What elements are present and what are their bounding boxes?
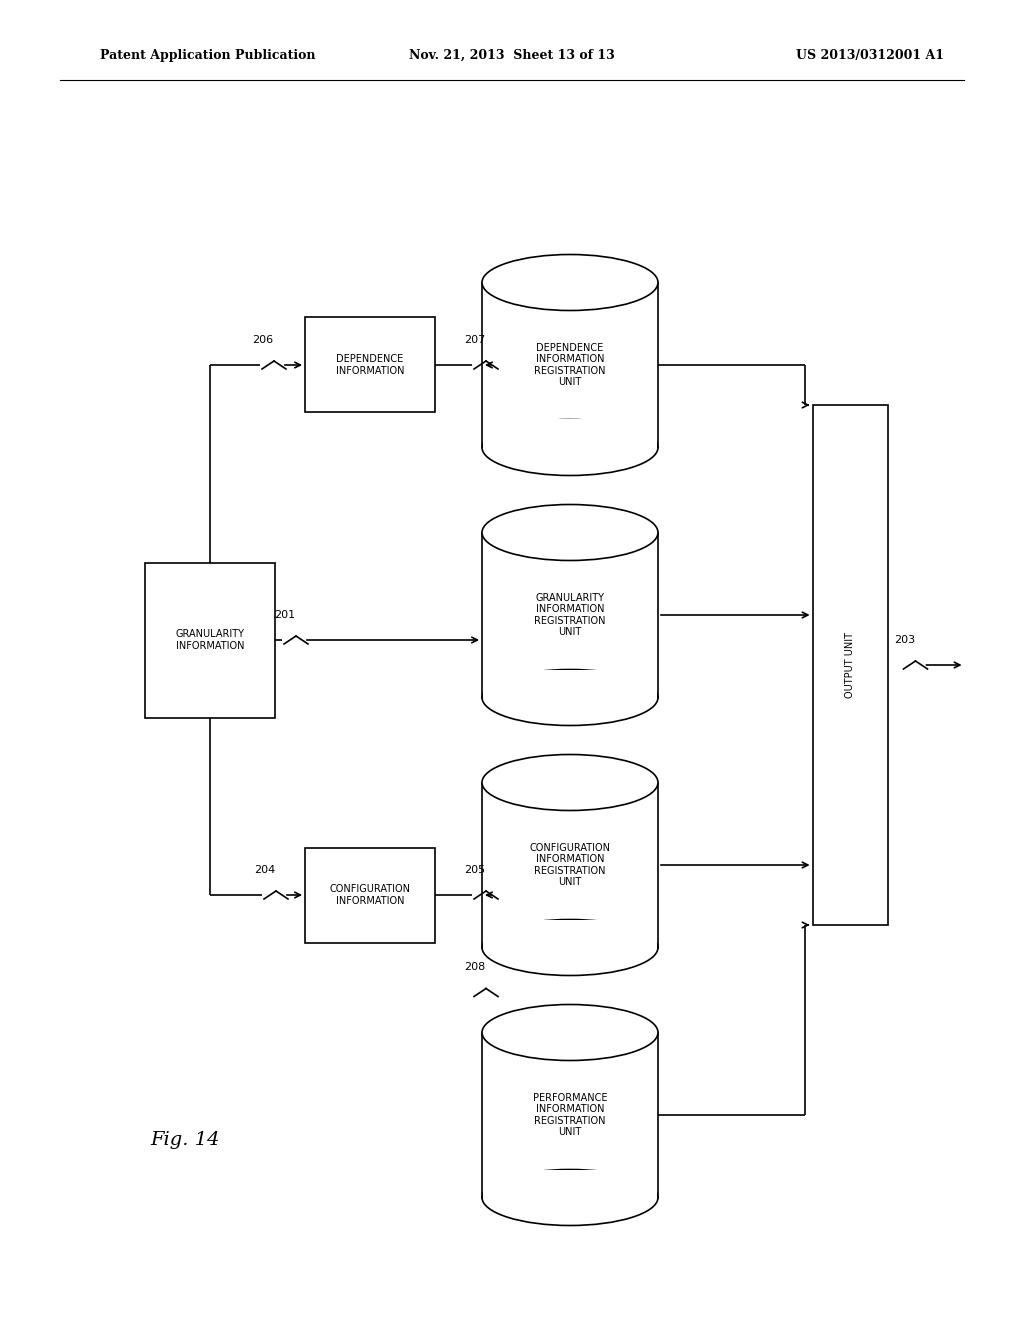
Bar	[482, 282, 658, 447]
Text: PERFORMANCE
INFORMATION
REGISTRATION
UNIT: PERFORMANCE INFORMATION REGISTRATION UNI…	[532, 1093, 607, 1138]
Ellipse shape	[482, 504, 658, 561]
Bar	[145, 562, 275, 718]
Text: GRANULARITY
INFORMATION: GRANULARITY INFORMATION	[175, 630, 245, 651]
Text: 205: 205	[465, 865, 485, 875]
Text: 207: 207	[464, 335, 485, 345]
Text: 201: 201	[274, 610, 296, 620]
Text: 206: 206	[253, 335, 273, 345]
Bar	[483, 1170, 657, 1197]
Text: US 2013/0312001 A1: US 2013/0312001 A1	[796, 49, 944, 62]
Text: Nov. 21, 2013  Sheet 13 of 13: Nov. 21, 2013 Sheet 13 of 13	[410, 49, 614, 62]
Ellipse shape	[482, 1170, 658, 1225]
Text: 208: 208	[464, 962, 485, 973]
Bar	[483, 920, 657, 948]
Ellipse shape	[482, 669, 658, 726]
Text: GRANULARITY
INFORMATION
REGISTRATION
UNIT: GRANULARITY INFORMATION REGISTRATION UNI…	[535, 593, 606, 638]
Bar	[305, 318, 435, 412]
Text: Fig. 14: Fig. 14	[150, 1131, 219, 1148]
Bar	[482, 1032, 658, 1197]
Text: DEPENDENCE
INFORMATION
REGISTRATION
UNIT: DEPENDENCE INFORMATION REGISTRATION UNIT	[535, 343, 606, 387]
Ellipse shape	[482, 920, 658, 975]
Ellipse shape	[482, 1005, 658, 1060]
Bar	[483, 420, 657, 447]
Text: OUTPUT UNIT: OUTPUT UNIT	[845, 632, 855, 698]
Ellipse shape	[482, 755, 658, 810]
Bar	[482, 532, 658, 697]
Bar	[305, 847, 435, 942]
Bar	[482, 783, 658, 948]
Bar	[812, 405, 888, 925]
Text: 203: 203	[894, 635, 915, 645]
Text: Patent Application Publication: Patent Application Publication	[100, 49, 315, 62]
Text: CONFIGURATION
INFORMATION: CONFIGURATION INFORMATION	[330, 884, 411, 906]
Ellipse shape	[482, 420, 658, 475]
Ellipse shape	[482, 255, 658, 310]
Text: DEPENDENCE
INFORMATION: DEPENDENCE INFORMATION	[336, 354, 404, 376]
Bar	[483, 669, 657, 697]
Text: 204: 204	[254, 865, 275, 875]
Text: CONFIGURATION
INFORMATION
REGISTRATION
UNIT: CONFIGURATION INFORMATION REGISTRATION U…	[529, 842, 610, 887]
